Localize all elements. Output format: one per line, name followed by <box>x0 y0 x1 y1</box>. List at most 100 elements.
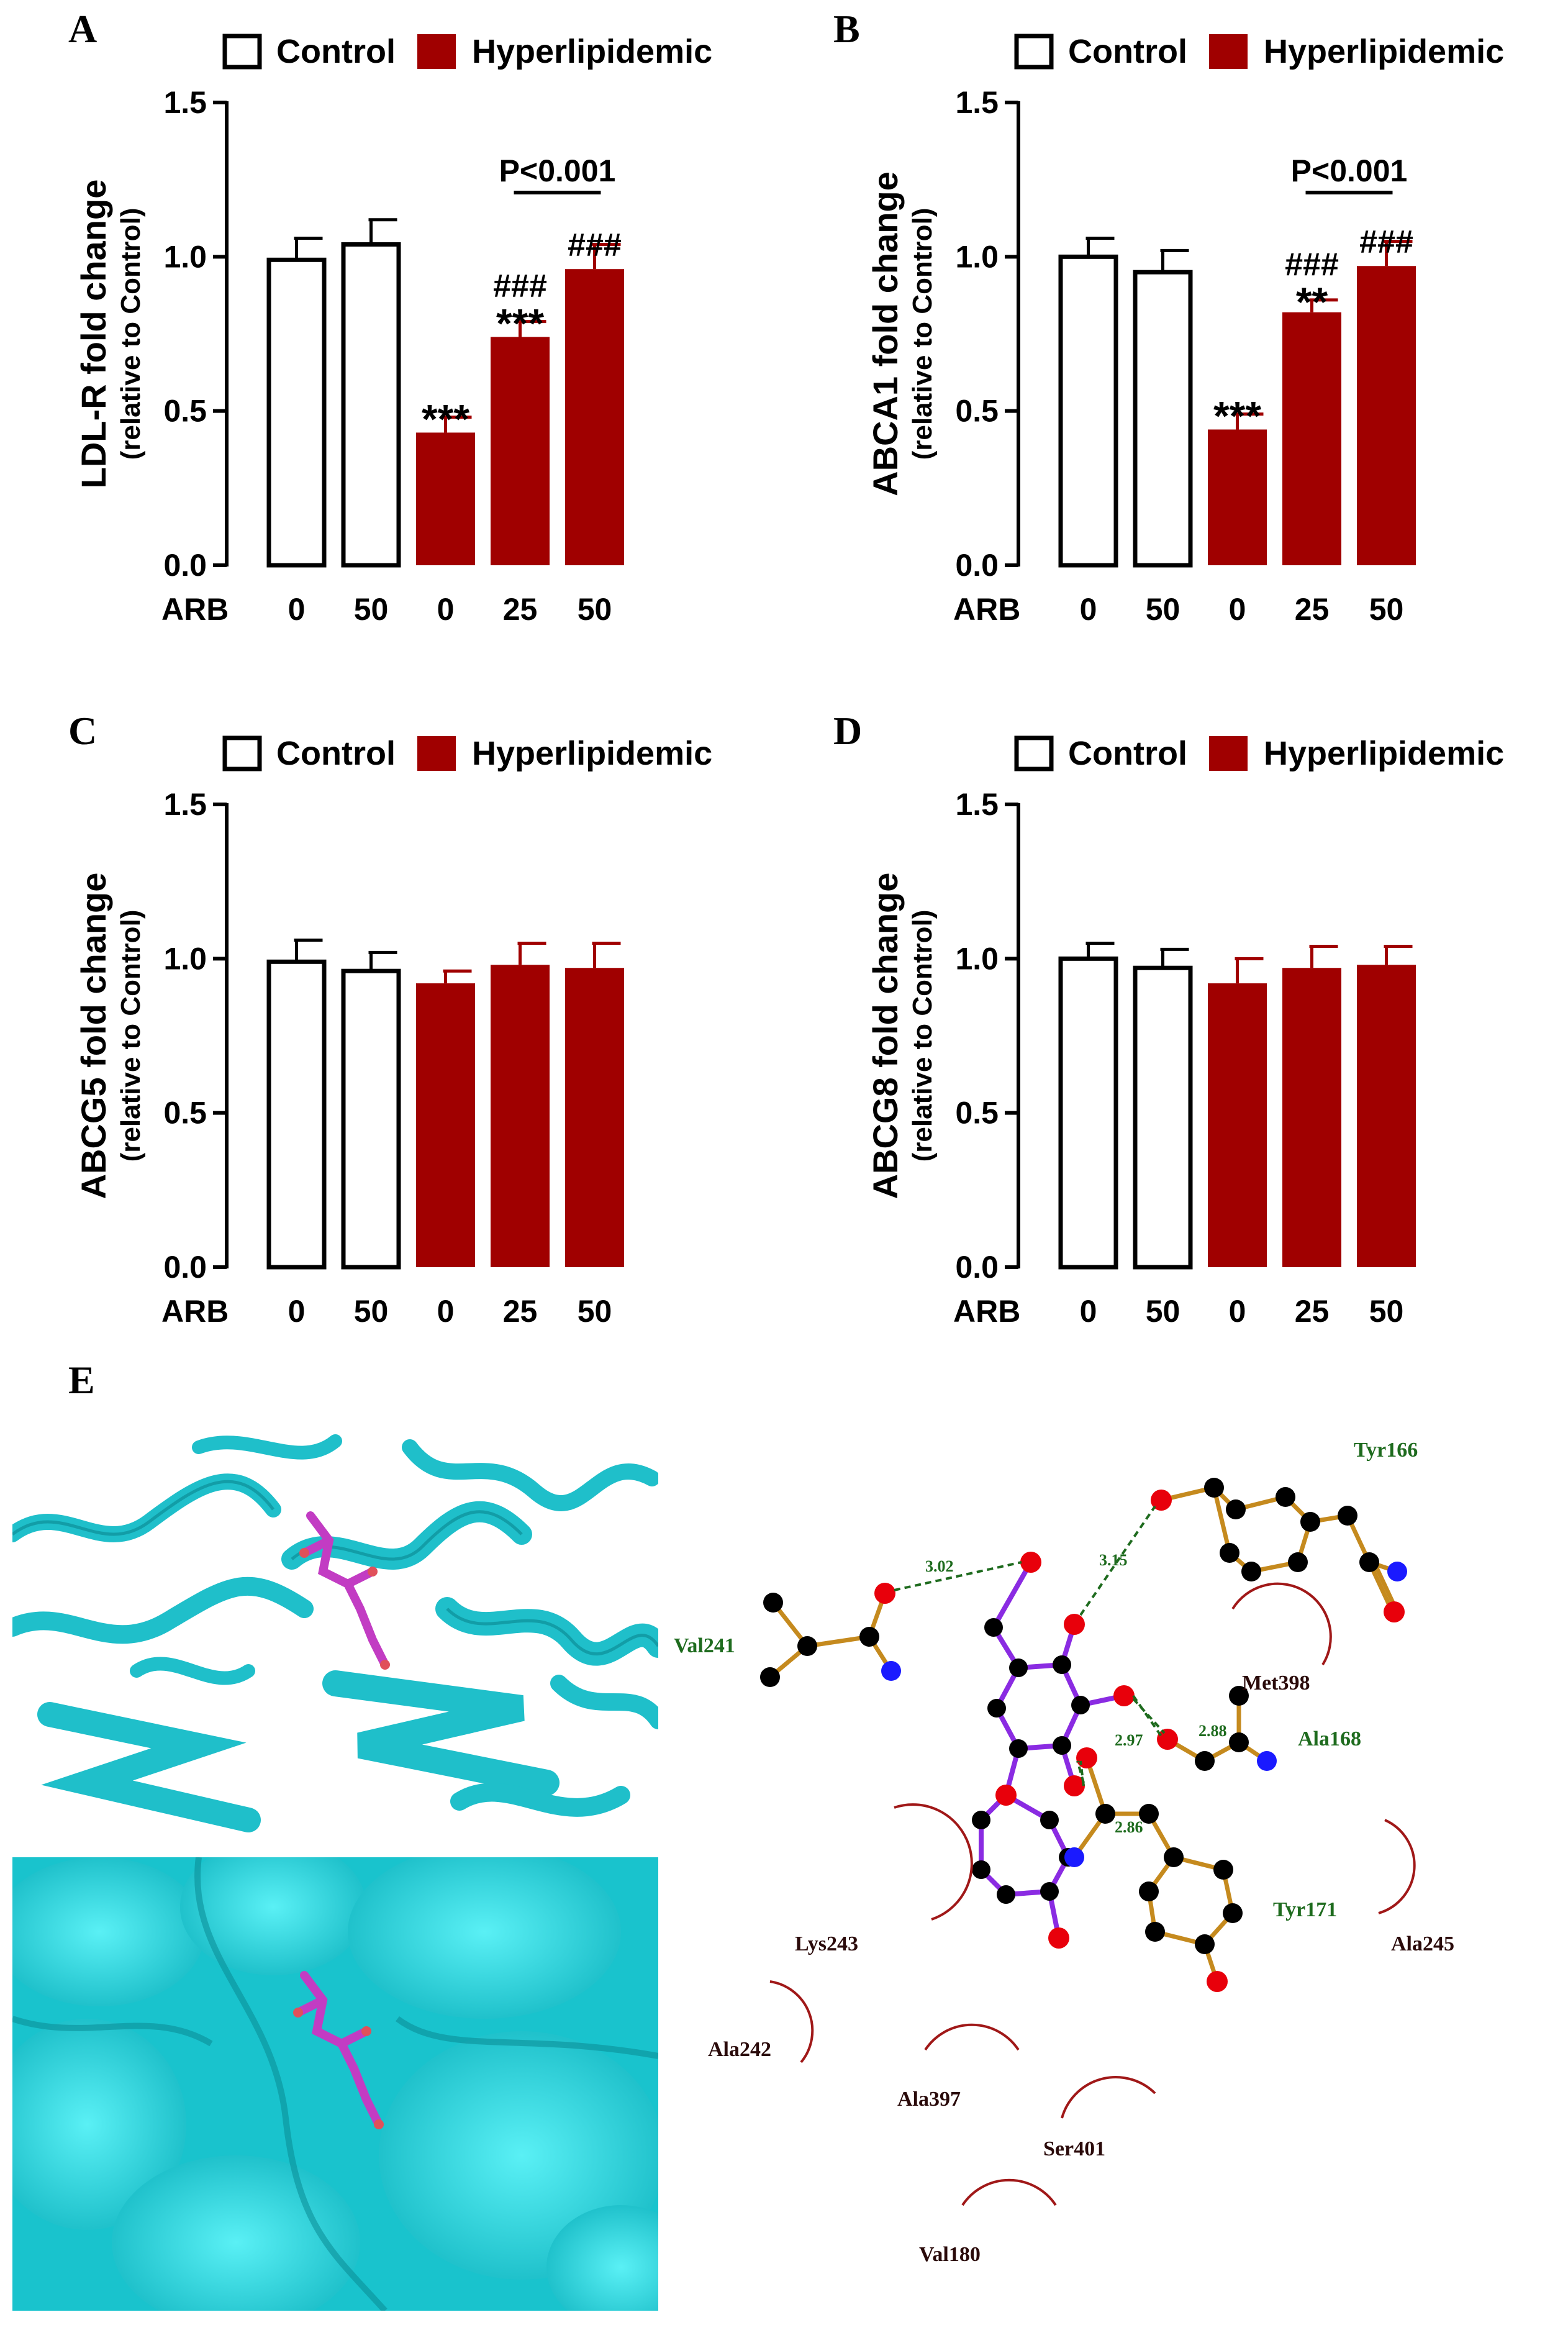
chart-b-y-label-sub: (relative to Control) <box>907 208 938 460</box>
tyr171-atoms <box>1064 1747 1243 1992</box>
chart-d-bar-1 <box>1133 965 1193 1270</box>
chart-d-x-tick-label-0: 0 <box>1080 1294 1097 1329</box>
chart-d-x-tick-label-1: 50 <box>1146 1294 1181 1329</box>
chart-b-hash-1: ### <box>1285 247 1339 283</box>
chart-b-y-tick-label-2: 1.0 <box>955 239 999 274</box>
hbond-distance-3: 2.97 <box>1115 1731 1143 1749</box>
chart-b-bar-2 <box>1208 429 1267 565</box>
protein-cartoon-image <box>12 1422 658 1851</box>
chart-c-legend-swatch-hyperlipidemic <box>417 736 456 771</box>
chart-c-y-tick-label-3: 1.5 <box>163 787 207 822</box>
residue-ala397-label: Ala397 <box>897 2088 961 2111</box>
chart-a-hash-1: ### <box>493 268 547 304</box>
chart-a-legend-swatch-control <box>222 34 262 70</box>
chart-c-x-tick-label-0: 0 <box>288 1294 306 1329</box>
chart-b-y-label: ABCA1 fold change <box>866 171 905 496</box>
chart-a-x-tick-label-3: 25 <box>503 592 538 627</box>
chart-d-bar-2 <box>1208 983 1267 1267</box>
chart-b-bar-1 <box>1133 270 1193 568</box>
chart-b-bar-4 <box>1357 266 1416 565</box>
chart-c-x-tick-label-2: 0 <box>437 1294 455 1329</box>
chart-d-y-label: ABCG8 fold change <box>866 873 905 1199</box>
chart-b-y-tick-label-3: 1.5 <box>955 85 999 120</box>
protein-surface-image <box>12 1857 658 2311</box>
chart-a-y-tick-label-1: 0.5 <box>163 394 207 429</box>
chart-a-x-tick-label-2: 0 <box>437 592 455 627</box>
chart-d-legend-swatch-control <box>1014 735 1054 771</box>
chart-b-y-tick-label-1: 0.5 <box>955 394 999 429</box>
ligand-bonds <box>979 1561 1125 1939</box>
chart-b-legend-label-hyperlipidemic: Hyperlipidemic <box>1264 33 1504 70</box>
ligand-atoms <box>972 1552 1135 1949</box>
chart-c-bar-0 <box>266 959 327 1270</box>
chart-a-legend-label-control: Control <box>276 33 396 70</box>
val241-atoms <box>760 1583 901 1687</box>
chart-d-bar-3 <box>1282 968 1341 1267</box>
chart-d-y-tick-label-0: 0.0 <box>955 1250 999 1285</box>
hbond-distance-2: 3.15 <box>1099 1551 1128 1569</box>
bar-charts: Control Hyperlipidemic 0.0 0.5 1.0 1.5 LDL-R f… <box>74 33 1504 1329</box>
chart-c-bar-4 <box>565 968 624 1267</box>
hydrogen-bonds <box>894 1505 1166 1786</box>
tyr166-bonds <box>1161 1485 1400 1613</box>
chart-b-legend-label-control: Control <box>1068 33 1187 70</box>
chart-b-y-tick-label-0: 0.0 <box>955 548 999 583</box>
panel-letter-a: A <box>68 7 97 51</box>
panel-letter-d: D <box>833 709 863 753</box>
chart-c-x-tick-label-3: 25 <box>503 1294 538 1329</box>
chart-c-x-row-label: ARB <box>161 1294 229 1329</box>
chart-c-legend-label-hyperlipidemic: Hyperlipidemic <box>472 735 712 772</box>
chart-b-stars-1: ** <box>1296 279 1328 325</box>
chart-a-legend-label-hyperlipidemic: Hyperlipidemic <box>472 33 712 70</box>
chart-d-x-row-label: ARB <box>953 1294 1020 1329</box>
chart-b-legend-swatch-hyperlipidemic <box>1209 34 1248 69</box>
chart-a-y-tick-label-3: 1.5 <box>163 85 207 120</box>
chart-c-legend-label-control: Control <box>276 735 396 772</box>
chart-d-x-tick-label-3: 25 <box>1295 1294 1330 1329</box>
interaction-diagram: Tyr166 Val241 <box>674 1439 1454 2266</box>
chart-d-y-tick-label-1: 0.5 <box>955 1096 999 1131</box>
chart-b-x-tick-label-4: 50 <box>1369 592 1404 627</box>
chart-a-pvalue-label: P<0.001 <box>499 153 616 188</box>
chart-d-y-label-sub: (relative to Control) <box>907 910 938 1162</box>
chart-c-y-label: ABCG5 fold change <box>74 873 113 1199</box>
chart-a-y-label: LDL-R fold change <box>74 180 113 489</box>
chart-d-bar-0 <box>1058 956 1118 1270</box>
chart-a-bar-4 <box>565 269 624 565</box>
chart-c-x-tick-label-4: 50 <box>578 1294 612 1329</box>
chart-d-legend-label-control: Control <box>1068 735 1187 772</box>
chart-a-x-row-label: ARB <box>161 592 229 627</box>
chart-b-stars-0: *** <box>1213 393 1261 439</box>
chart-b-pvalue-label: P<0.001 <box>1291 153 1408 188</box>
chart-d-legend-swatch-hyperlipidemic <box>1209 736 1248 771</box>
chart-b-x-row-label: ARB <box>953 592 1020 627</box>
chart-a-stars-0: *** <box>422 396 469 442</box>
chart-b-x-tick-label-2: 0 <box>1229 592 1246 627</box>
ala168-atoms <box>1157 1686 1277 1771</box>
chart-b-x-tick-label-0: 0 <box>1080 592 1097 627</box>
chart-a-x-tick-label-4: 50 <box>578 592 612 627</box>
hydrophobic-arcs <box>769 1582 1416 2206</box>
chart-b-x-tick-label-3: 25 <box>1295 592 1330 627</box>
hbond-distance-1: 3.02 <box>925 1557 954 1575</box>
residue-tyr171-label: Tyr171 <box>1273 1898 1337 1921</box>
chart-c-bar-1 <box>341 968 401 1270</box>
hbond-distance-5: 2.86 <box>1115 1818 1143 1836</box>
chart-a-stars-1: *** <box>496 301 544 347</box>
panel-letter-b: B <box>833 7 860 51</box>
chart-d-legend-label-hyperlipidemic: Hyperlipidemic <box>1264 735 1504 772</box>
chart-c-y-label-sub: (relative to Control) <box>116 910 146 1162</box>
residue-val241-label: Val241 <box>674 1634 735 1657</box>
chart-a-bar-2 <box>416 432 475 565</box>
chart-d-bar-4 <box>1357 965 1416 1267</box>
chart-a-hash-2: ### <box>568 227 622 263</box>
chart-c-y-tick-label-1: 0.5 <box>163 1096 207 1131</box>
chart-b-x-tick-label-1: 50 <box>1146 592 1181 627</box>
residue-ala242-label: Ala242 <box>708 2038 771 2061</box>
chart-a-bar-0 <box>266 257 327 568</box>
chart-b-hash-2: ### <box>1359 224 1413 260</box>
residue-val180-label: Val180 <box>919 2243 981 2266</box>
chart-a-legend-swatch-hyperlipidemic <box>417 34 456 69</box>
residue-met398-label: Met398 <box>1242 1672 1310 1695</box>
chart-c-y-tick-label-2: 1.0 <box>163 941 207 976</box>
